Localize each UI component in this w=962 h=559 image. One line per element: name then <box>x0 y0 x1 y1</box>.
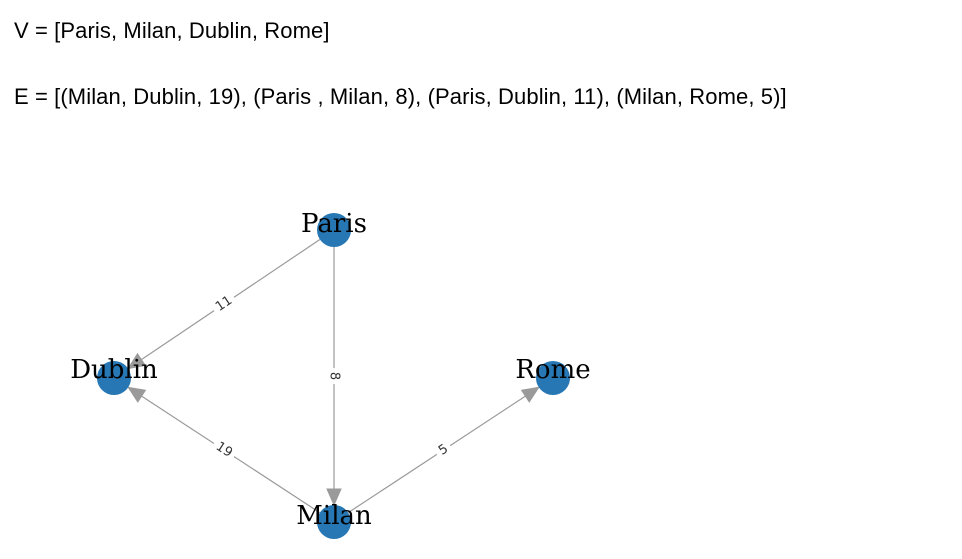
edge-weight-background <box>432 439 455 461</box>
edge-milan-dublin: 19 <box>127 386 321 514</box>
edge-milan-rome: 5 <box>347 386 540 514</box>
edge-weight-background <box>209 291 239 317</box>
edge-paris-milan: 8 <box>326 247 342 507</box>
edge-weight-label: 8 <box>327 372 342 380</box>
edge-set-definition: E = [(Milan, Dublin, 19), (Paris , Milan… <box>14 84 787 109</box>
node-label-milan: Milan <box>296 501 372 531</box>
node-rome <box>536 361 570 395</box>
edge-arrowhead <box>127 386 147 403</box>
nodes-layer <box>97 213 570 539</box>
node-dublin <box>97 361 131 395</box>
edge-paris-dublin: 11 <box>127 238 321 370</box>
node-label-rome: Rome <box>515 355 590 385</box>
edges-layer: 19 8 115 <box>127 238 540 514</box>
vertex-set-definition: V = [Paris, Milan, Dublin, Rome] <box>14 18 330 43</box>
edge-arrowhead <box>127 352 147 370</box>
edge-arrowhead <box>326 488 342 507</box>
edge-weight-background <box>209 437 239 463</box>
node-label-paris: Paris <box>301 209 367 239</box>
node-milan <box>317 505 351 539</box>
node-label-dublin: Dublin <box>70 355 158 385</box>
edge-weight-background <box>326 368 342 384</box>
edge-arrowhead <box>520 386 540 403</box>
labels-layer: Paris Milan Dublin Rome <box>70 209 590 531</box>
node-paris <box>317 213 351 247</box>
